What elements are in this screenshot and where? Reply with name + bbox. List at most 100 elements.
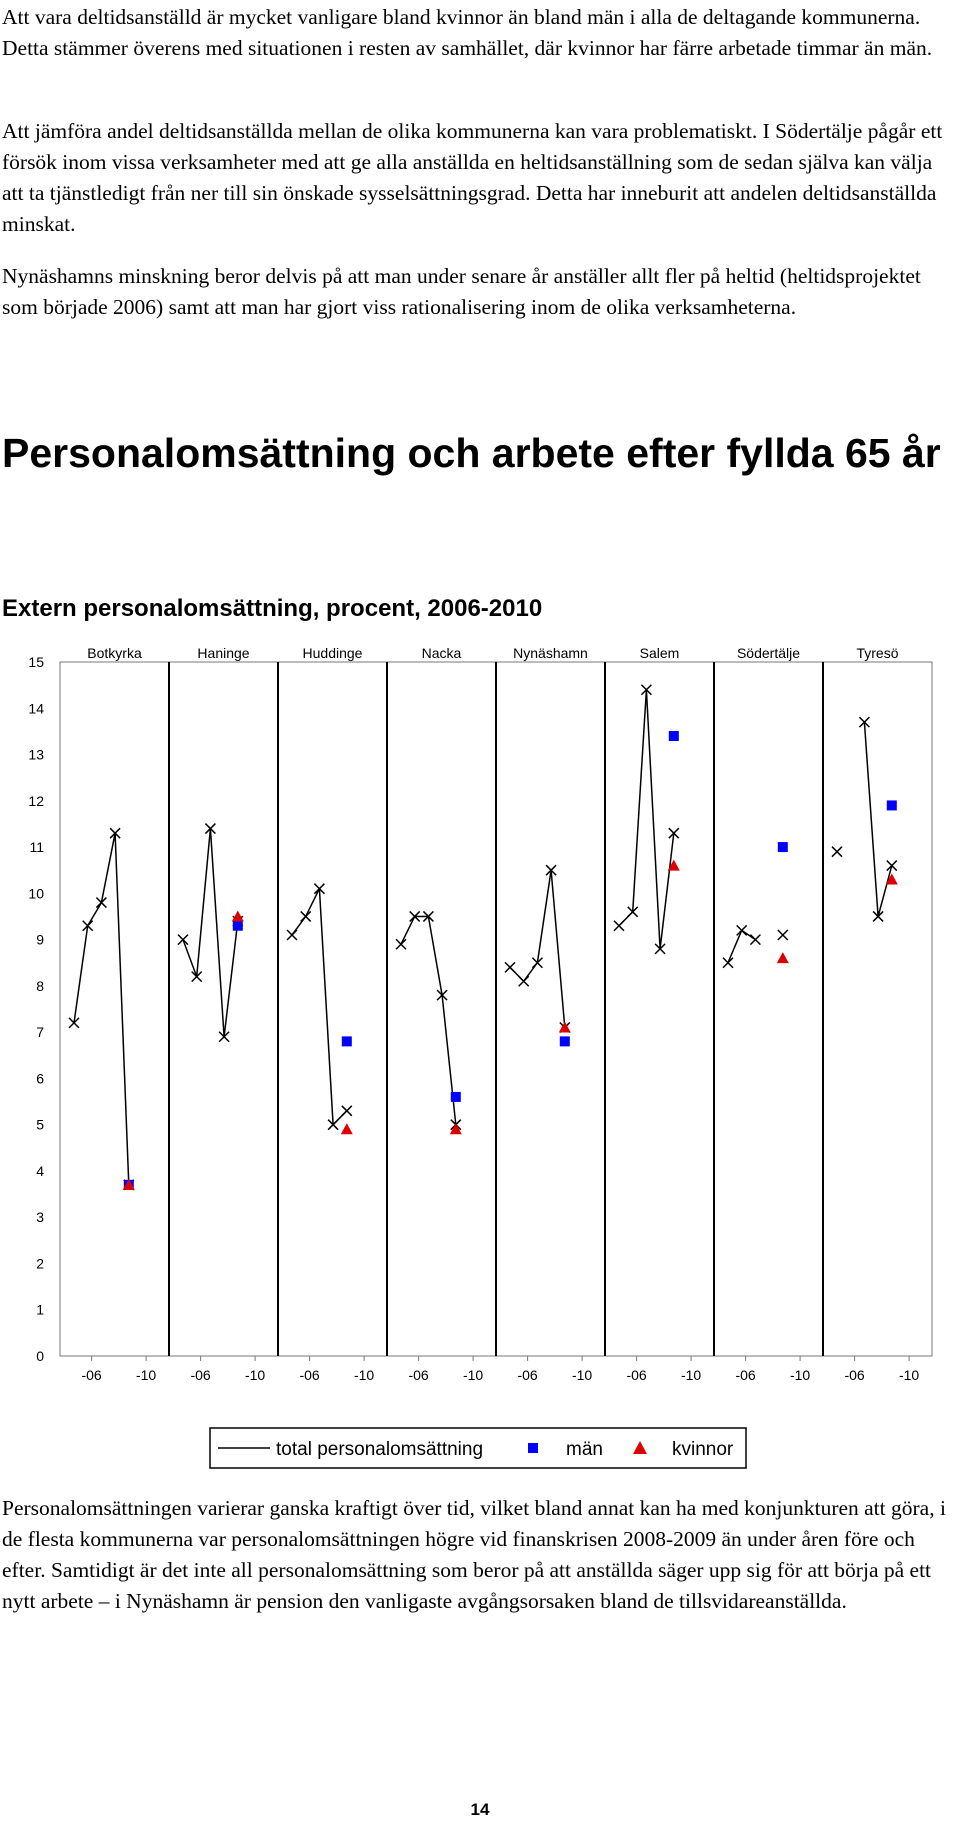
total-point <box>722 957 734 969</box>
kvinnor-point <box>340 1123 353 1135</box>
legend-box <box>209 1427 747 1469</box>
total-point <box>640 684 652 696</box>
total-line-segment <box>318 888 334 1125</box>
y-tick-label: 4 <box>36 1163 44 1179</box>
total-line-segment <box>87 902 103 927</box>
y-tick-label: 0 <box>36 1348 44 1364</box>
y-tick-label: 14 <box>28 700 44 716</box>
total-point <box>204 823 216 835</box>
y-tick-label: 3 <box>36 1209 44 1225</box>
total-point <box>545 864 557 876</box>
total-point <box>627 906 639 918</box>
x-tick-label: -06 <box>844 1367 864 1383</box>
y-tick-label: 1 <box>36 1302 44 1318</box>
group-label: Salem <box>640 645 680 661</box>
kvinnor-point <box>558 1021 571 1033</box>
x-tick-label: -10 <box>463 1367 483 1383</box>
total-point <box>341 1105 353 1117</box>
total-point <box>749 934 761 946</box>
total-point <box>504 961 516 973</box>
legend-man-label: män <box>566 1439 603 1460</box>
group-label: Södertälje <box>737 645 800 661</box>
y-tick-label: 7 <box>36 1024 44 1040</box>
x-tick-label: -06 <box>626 1367 646 1383</box>
x-tick-label: -10 <box>245 1367 265 1383</box>
y-tick-label: 6 <box>36 1070 44 1086</box>
total-point <box>531 957 543 969</box>
total-line-segment <box>114 833 130 1185</box>
total-point <box>109 827 121 839</box>
kvinnor-point <box>776 952 789 964</box>
y-tick-label: 10 <box>28 885 44 901</box>
paragraph-part-time-gender: Att vara deltidsanställd är mycket vanli… <box>2 5 933 60</box>
kvinnor-point <box>449 1123 462 1135</box>
total-point <box>886 860 898 872</box>
total-point <box>313 883 325 895</box>
x-tick-label: -06 <box>81 1367 101 1383</box>
x-tick-label: -10 <box>899 1367 919 1383</box>
section-heading: Personalomsättning och arbete efter fyll… <box>2 430 941 476</box>
total-point <box>191 971 203 983</box>
kvinnor-point <box>231 910 244 922</box>
total-point <box>858 716 870 728</box>
total-point <box>654 943 666 955</box>
total-point <box>327 1119 339 1131</box>
x-tick-label: -10 <box>572 1367 592 1383</box>
x-tick-label: -06 <box>735 1367 755 1383</box>
total-line-segment <box>400 916 416 945</box>
x-tick-label: -06 <box>408 1367 428 1383</box>
man-point <box>341 1036 352 1047</box>
total-point <box>518 975 530 987</box>
man-point <box>668 731 679 742</box>
x-tick-label: -10 <box>681 1367 701 1383</box>
total-point <box>422 910 434 922</box>
y-tick-label: 8 <box>36 978 44 994</box>
total-point <box>218 1031 230 1043</box>
x-tick-label: -06 <box>517 1367 537 1383</box>
total-point <box>68 1017 80 1029</box>
kvinnor-point <box>122 1178 135 1190</box>
chart-title: Extern personalomsättning, procent, 2006… <box>2 595 543 622</box>
total-line-segment <box>659 833 675 949</box>
total-point <box>777 929 789 941</box>
total-line-segment <box>631 689 648 912</box>
total-point <box>831 846 843 858</box>
total-line-segment <box>427 916 443 996</box>
man-point <box>559 1036 570 1047</box>
group-label: Botkyrka <box>87 645 142 661</box>
total-point <box>82 920 94 932</box>
y-tick-label: 2 <box>36 1255 44 1271</box>
total-line-segment <box>863 722 879 917</box>
y-tick-label: 15 <box>28 654 44 670</box>
group-label: Nacka <box>422 645 462 661</box>
y-tick-label: 13 <box>28 747 44 763</box>
x-tick-label: -10 <box>136 1367 156 1383</box>
total-line-segment <box>223 921 239 1037</box>
total-point <box>286 929 298 941</box>
total-line-segment <box>441 995 457 1125</box>
legend-kvinnor-label: kvinnor <box>672 1439 734 1460</box>
paragraph-turnover: Personalomsättningen varierar ganska kra… <box>2 1496 946 1613</box>
total-line-segment <box>182 939 198 977</box>
page-number: 14 <box>470 1800 490 1819</box>
group-label: Nynäshamn <box>513 645 588 661</box>
kvinnor-point <box>885 873 898 885</box>
total-line-segment <box>195 828 212 977</box>
x-tick-label: -06 <box>299 1367 319 1383</box>
group-label: Tyresö <box>856 645 898 661</box>
group-label: Huddinge <box>303 645 363 661</box>
x-tick-label: -10 <box>354 1367 374 1383</box>
total-line-segment <box>209 828 225 1037</box>
total-point <box>95 897 107 909</box>
y-tick-label: 5 <box>36 1117 44 1133</box>
kvinnor-point <box>667 859 680 871</box>
group-label: Haninge <box>197 645 249 661</box>
total-point <box>395 938 407 950</box>
man-point <box>450 1091 461 1102</box>
total-line-segment <box>100 833 116 903</box>
total-point <box>736 924 748 936</box>
total-point <box>668 827 680 839</box>
total-point <box>613 920 625 932</box>
legend-kvinnor-marker <box>633 1441 647 1454</box>
